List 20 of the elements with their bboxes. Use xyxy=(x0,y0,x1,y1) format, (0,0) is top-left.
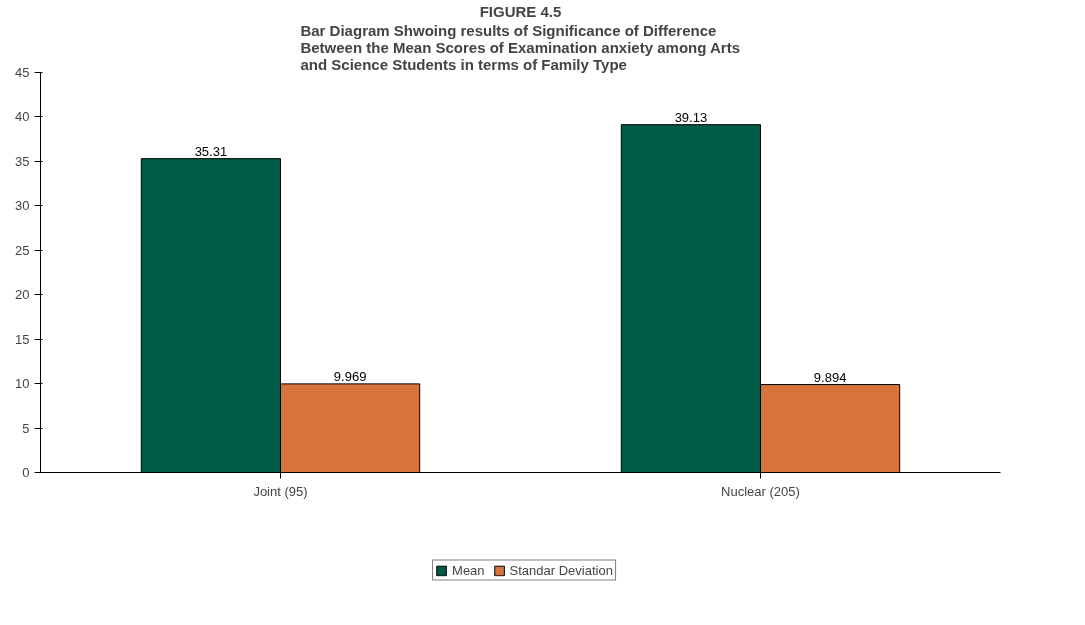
chart-title: FIGURE 4.5 xyxy=(479,2,562,20)
y-tick-label: 25 xyxy=(15,242,30,258)
data-label: 35.31 xyxy=(194,143,228,159)
y-tick-label: 40 xyxy=(15,109,30,125)
data-label: 9.969 xyxy=(333,368,367,384)
y-tick-label: 20 xyxy=(15,287,30,303)
x-tick-label: Joint (95) xyxy=(253,483,308,499)
chart-subtitle: Bar Diagram Shwoing results of Significance of Difference Between the Mean Scores of Examination anxiety among Arts and Science Students in terms of Family Type xyxy=(300,21,741,73)
legend-label: Mean xyxy=(452,562,485,578)
y-tick-label: 15 xyxy=(15,331,30,347)
data-label: 39.13 xyxy=(674,109,708,125)
y-tick-label: 5 xyxy=(22,420,30,436)
legend-label: Standar Deviation xyxy=(509,562,613,578)
y-tick-label: 0 xyxy=(22,465,30,480)
x-tick-label: Nuclear (205) xyxy=(721,483,800,499)
y-tick-label: 35 xyxy=(15,153,30,169)
data-label: 9.894 xyxy=(813,369,847,385)
y-tick-label: 30 xyxy=(15,198,30,214)
y-tick-label: 10 xyxy=(15,376,30,392)
y-tick-label: 45 xyxy=(15,65,30,80)
